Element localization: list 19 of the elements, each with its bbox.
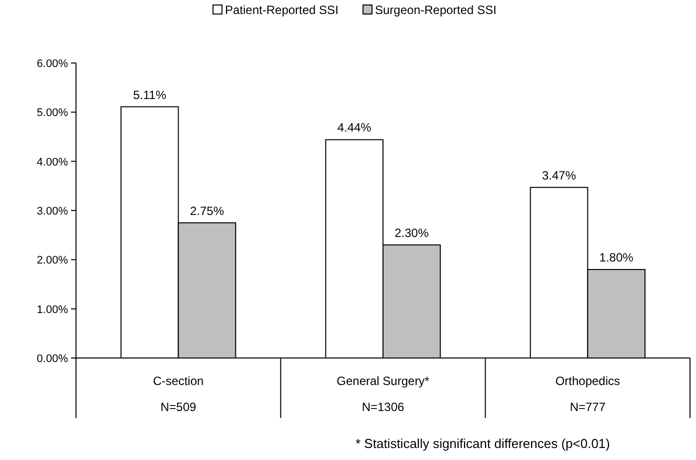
data-label: 2.75% <box>190 204 224 218</box>
y-tick-label: 2.00% <box>36 254 68 267</box>
x-tick-label: Orthopedics N=777 <box>555 374 620 414</box>
y-tick-label: 1.00% <box>36 304 68 316</box>
y-tick-label: 0.00% <box>36 353 68 365</box>
x-tick-label: General Surgery* N=1306 <box>336 374 430 414</box>
data-label: 1.80% <box>599 250 634 264</box>
text: * Statistically significant differences (p<0.01) <box>356 436 610 451</box>
data-label: 5.11% <box>133 88 167 102</box>
y-tick-label: 5.00% <box>36 107 68 120</box>
data-label: 3.47% <box>542 168 576 182</box>
data-label: 4.44% <box>337 120 372 135</box>
x-tick-label: C-section N=509 <box>152 374 204 414</box>
legend-label: Patient-Reported SSI <box>225 3 338 17</box>
legend-label: Surgeon-Reported SSI <box>375 3 496 17</box>
y-tick-label: 4.00% <box>36 156 68 168</box>
y-tick-label: 3.00% <box>36 206 68 218</box>
y-tick-label: 6.00% <box>36 58 68 70</box>
data-label: 2.30% <box>394 226 429 240</box>
